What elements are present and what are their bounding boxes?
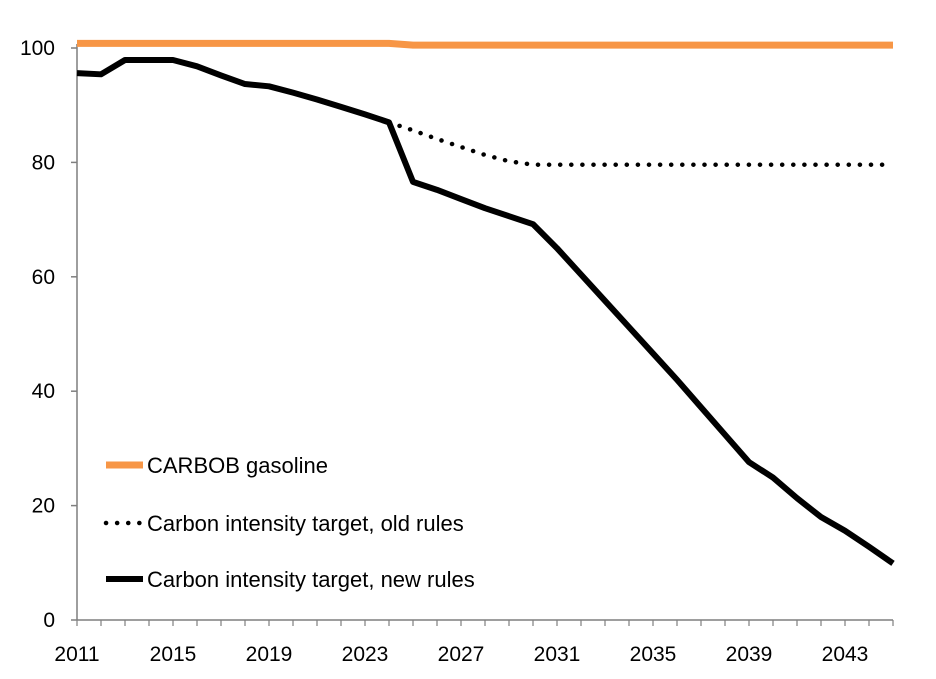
x-tick-label: 2039 [726,643,773,666]
x-tick-label: 2019 [246,643,293,666]
y-tick-label: 100 [20,37,55,60]
legend: CARBOB gasoline Carbon intensity target, … [103,453,475,592]
series-carbob-gasoline [77,39,893,49]
x-tick-label: 2015 [150,643,197,666]
y-tick-label: 20 [32,495,55,518]
y-tick-label: 0 [43,609,55,632]
axes: 0 20 40 60 80 100 2011 2015 2019 2023 2027 2031 2035… [20,37,894,666]
x-tick-label: 2011 [54,643,99,666]
legend-label: CARBOB gasoline [147,453,328,478]
x-tick-label: 2027 [438,643,485,666]
x-tick-label: 2035 [630,643,677,666]
legend-item-new-rules: Carbon intensity target, new rules [106,567,475,592]
series-layer [76,39,896,566]
legend-label: Carbon intensity target, old rules [147,511,464,536]
y-tick-label: 40 [32,380,55,403]
legend-label: Carbon intensity target, new rules [147,567,475,592]
x-tick-label: 2043 [822,643,869,666]
series-new-rules-target [76,57,895,566]
series-old-rules-target [386,120,896,167]
legend-item-carbob-gasoline: CARBOB gasoline [106,453,328,478]
x-tick-label: 2023 [342,643,389,666]
legend-item-old-rules: Carbon intensity target, old rules [103,511,464,536]
y-tick-label: 80 [32,151,55,174]
y-tick-label: 60 [32,266,55,289]
x-tick-label: 2031 [534,643,581,666]
